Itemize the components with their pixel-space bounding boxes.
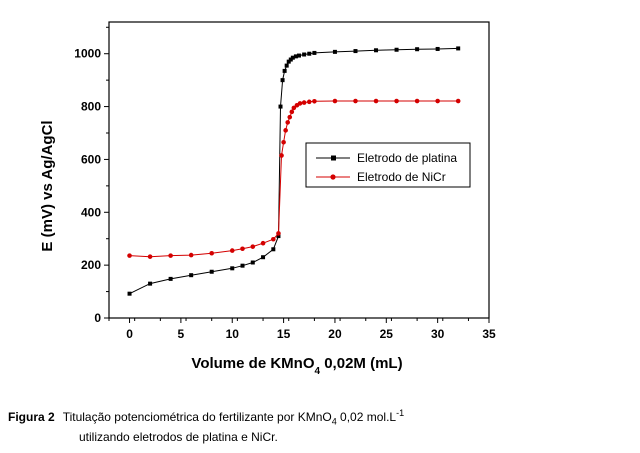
data-point-platina	[332, 49, 337, 54]
data-point-platina	[415, 47, 420, 52]
chart-axes	[108, 21, 490, 319]
figure-caption: Figura 2 Titulação potenciométrica do fer…	[8, 405, 608, 445]
data-point-nicr	[127, 253, 132, 258]
data-point-platina	[276, 234, 281, 239]
data-point-platina	[353, 49, 358, 54]
data-point-nicr	[260, 240, 266, 246]
data-point-platina	[297, 53, 301, 58]
data-point-nicr	[240, 246, 245, 252]
data-point-platina	[189, 273, 194, 278]
data-point-nicr	[283, 128, 288, 133]
data-point-platina	[278, 104, 283, 109]
data-point-nicr	[394, 98, 399, 104]
data-point-platina	[261, 255, 266, 260]
data-point-platina	[230, 266, 235, 271]
data-point-platina	[435, 46, 440, 51]
series-line-nicr	[129, 100, 459, 258]
data-point-nicr	[209, 250, 215, 256]
data-point-platina	[456, 46, 461, 51]
data-point-nicr	[276, 231, 281, 236]
data-point-platina	[290, 55, 295, 60]
data-point-nicr	[271, 236, 276, 242]
legend-marker-nicr	[330, 174, 336, 180]
data-point-platina	[293, 54, 298, 59]
legend-box	[305, 142, 471, 188]
caption-line-2: utilizando eletrodos de platina e NiCr.	[79, 430, 278, 445]
data-point-platina	[250, 260, 255, 265]
data-point-nicr	[301, 100, 307, 105]
data-point-nicr	[306, 99, 312, 105]
x-tick-label: 20	[328, 327, 342, 341]
data-point-platina	[271, 247, 276, 252]
x-axis-title-rest: 0,02M (mL)	[320, 355, 403, 372]
chart-ticks: 0 5 10 15 20 25 30 35 0 200 400 600 800 1000	[74, 26, 496, 341]
y-tick-label: 200	[81, 258, 101, 272]
caption-label: Figura 2	[8, 410, 55, 424]
data-point-nicr	[168, 253, 173, 258]
x-axis-title-sub: 4	[314, 366, 320, 377]
x-axis-title: Volume de KMnO4 0,02M (mL)	[191, 355, 402, 377]
caption-text-a: Titulação potenciométrica do fertilizant…	[62, 410, 332, 424]
data-point-nicr	[287, 114, 293, 120]
x-tick-label: 15	[277, 327, 291, 341]
data-point-nicr	[250, 244, 256, 249]
data-point-platina	[286, 59, 291, 64]
data-point-nicr	[353, 98, 358, 104]
data-point-platina	[307, 51, 312, 56]
x-tick-label: 5	[178, 327, 185, 341]
plot-area	[127, 46, 461, 296]
y-tick-label: 0	[94, 311, 101, 325]
legend: Eletrodo de platina Eletrodo de NiCr	[305, 142, 471, 188]
data-point-nicr	[332, 98, 338, 104]
x-tick-label: 25	[380, 327, 394, 341]
legend-label-platina: Eletrodo de platina	[357, 151, 457, 165]
plot-frame	[108, 21, 490, 319]
data-point-nicr	[291, 105, 297, 111]
data-point-nicr	[229, 248, 235, 253]
data-point-nicr	[297, 101, 303, 106]
data-point-platina	[302, 52, 307, 57]
y-tick-label: 400	[81, 205, 101, 219]
y-axis-title: E (mV) vs Ag/AgCl	[39, 120, 56, 251]
x-tick-label: 30	[431, 327, 445, 341]
titration-chart: 0 5 10 15 20 25 30 35 0 200 400 600 800 1000 E (mV) v…	[39, 21, 496, 377]
y-tick-label: 800	[81, 100, 101, 114]
data-point-nicr	[279, 153, 284, 158]
x-tick-label: 35	[482, 327, 496, 341]
legend-label-nicr: Eletrodo de NiCr	[357, 170, 446, 184]
x-axis-title-main: Volume de KMnO	[191, 355, 314, 372]
data-point-platina	[288, 57, 293, 62]
y-tick-label: 1000	[74, 47, 101, 61]
data-point-nicr	[147, 254, 153, 259]
data-point-nicr	[414, 98, 420, 104]
data-point-platina	[282, 68, 287, 73]
x-tick-label: 10	[226, 327, 240, 341]
data-point-nicr	[435, 98, 440, 104]
data-point-platina	[127, 291, 132, 296]
data-point-platina	[394, 47, 399, 52]
data-point-nicr	[455, 98, 461, 104]
caption-text-b: 0,02 mol.L	[336, 410, 397, 424]
data-point-platina	[168, 276, 173, 281]
data-point-platina	[148, 281, 153, 286]
y-tick-label: 600	[81, 152, 101, 166]
data-point-platina	[374, 48, 379, 53]
data-point-platina	[284, 63, 289, 68]
legend-marker-platina	[331, 155, 336, 161]
data-point-platina	[280, 78, 285, 83]
data-point-platina	[240, 263, 245, 268]
data-point-nicr	[281, 139, 286, 145]
caption-text-sup: -1	[396, 408, 405, 418]
data-point-nicr	[188, 252, 194, 258]
data-point-nicr	[312, 98, 317, 104]
caption-text-sub: 4	[331, 416, 337, 427]
data-point-nicr	[373, 98, 379, 104]
caption-line-1: Figura 2 Titulação potenciométrica do fer…	[8, 405, 608, 429]
data-point-nicr	[289, 109, 295, 115]
data-point-platina	[209, 269, 214, 274]
data-point-platina	[312, 50, 317, 55]
x-tick-label: 0	[126, 327, 133, 341]
data-point-nicr	[285, 120, 291, 125]
